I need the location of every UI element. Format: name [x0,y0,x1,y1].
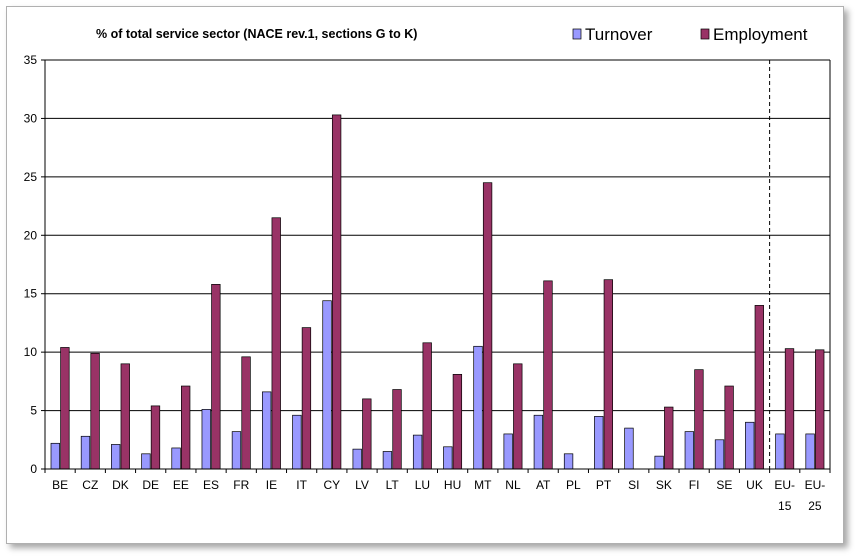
bar-employment-es [211,284,221,470]
x-tick-label-pl: PL [566,478,581,492]
bar-turnover-de [141,453,151,470]
bar-employment-sk [664,406,674,470]
x-tick-label-be: BE [52,478,68,492]
x-tick-labels: BE CZ DK DE EE ES FR IE IT CY LV LT LU HU MT NL AT PL PT SI… [52,478,825,513]
bar-employment-lv [362,398,372,470]
bars [50,114,825,470]
bar-turnover-be [50,442,60,470]
bar-employment-it [301,327,312,470]
bar-turnover-se [714,439,725,470]
y-tick-labels: 0 5 10 15 20 25 30 35 [24,53,38,476]
x-tick-label-es: ES [203,478,219,492]
legend-swatch-turnover [572,28,582,40]
bar-turnover-lu [412,434,423,470]
legend-swatch-employment [700,28,710,40]
chart-title: % of total service sector (NACE rev.1, s… [96,27,417,41]
x-tick-label-hu: HU [444,478,461,492]
bar-turnover-ie [261,391,272,470]
bar-turnover-eu-25 [805,433,815,470]
x-tick-label-dk: DK [112,478,129,492]
bar-employment-fi [694,369,704,470]
x-tick-label-at: AT [536,478,551,492]
gridlines [45,59,830,412]
bar-chart: % of total service sector (NACE rev.1, s… [24,25,831,513]
x-tick-label-cz: CZ [82,478,98,492]
x-tick-label-it: IT [296,478,307,492]
x-tick-label-fi: FI [689,478,700,492]
x-tick-label-si: SI [628,478,639,492]
y-tick-label: 15 [24,287,38,301]
y-tick-label: 0 [30,462,37,476]
axes [41,59,831,473]
bar-employment-be [60,347,70,470]
x-tick-label-ie: IE [266,478,277,492]
y-tick-label: 10 [24,345,38,359]
bar-employment-cy [331,114,342,470]
x-tick-label-uk: UK [746,478,763,492]
bar-turnover-eu-15 [775,433,785,470]
x-tick-label-cy: CY [323,478,340,492]
bar-turnover-si [624,427,634,470]
bar-employment-eu-15 [784,348,795,470]
bar-turnover-pl [563,453,574,470]
bar-employment-uk [754,305,764,470]
chart-frame: % of total service sector (NACE rev.1, s… [6,6,844,544]
bar-employment-dk [120,363,130,470]
legend-label-turnover: Turnover [585,25,653,44]
x-tick-label-lu: LU [415,478,430,492]
bar-turnover-uk [745,421,755,470]
x-tick-label-se: SE [716,478,732,492]
bar-turnover-dk [111,444,121,470]
bar-employment-hu [452,373,463,470]
y-tick-label: 30 [24,111,38,125]
bar-employment-nl [513,363,523,470]
bar-employment-ee [181,385,191,470]
x-tick-label-ee: EE [173,478,189,492]
x-tick-label-eu-15: EU-15 [774,478,795,513]
bar-turnover-hu [443,446,453,470]
y-tick-label: 5 [30,404,37,418]
x-tick-label-de: DE [142,478,159,492]
bar-turnover-cy [322,300,332,470]
bar-turnover-sk [654,455,664,470]
bar-turnover-pt [594,416,604,470]
x-tick-label-mt: MT [474,478,492,492]
x-tick-label-fr: FR [233,478,249,492]
bar-turnover-nl [503,433,513,470]
bar-employment-mt [482,182,493,470]
bar-employment-se [724,385,734,470]
y-tick-label: 20 [24,228,38,242]
bar-employment-at [543,280,553,470]
x-tick-label-eu-25: EU-25 [805,478,826,513]
bar-turnover-ee [171,447,181,470]
bar-turnover-mt [473,345,483,470]
x-tick-label-pt: PT [596,478,612,492]
y-tick-label: 25 [24,170,38,184]
bar-employment-lu [422,342,432,470]
bar-employment-de [150,405,161,470]
bar-turnover-at [533,414,544,470]
x-tick-label-sk: SK [656,478,672,492]
bar-employment-cz [90,352,100,470]
bar-turnover-lt [382,451,393,470]
x-tick-label-lt: LT [386,478,400,492]
bar-turnover-fi [684,431,694,470]
x-tick-label-lv: LV [355,478,369,492]
y-tick-label: 35 [24,53,38,67]
bar-turnover-cz [80,435,91,470]
bar-turnover-fr [231,431,242,470]
bar-turnover-it [292,414,302,470]
legend-label-employment: Employment [713,25,808,44]
bar-employment-fr [241,356,251,470]
bar-employment-eu-25 [815,349,825,470]
legend: Turnover Employment [572,25,808,44]
bar-employment-lt [392,389,402,470]
bar-turnover-es [201,409,211,470]
x-tick-label-nl: NL [505,478,521,492]
bar-employment-pt [603,279,614,470]
bar-employment-ie [271,217,281,470]
bar-turnover-lv [352,448,362,470]
